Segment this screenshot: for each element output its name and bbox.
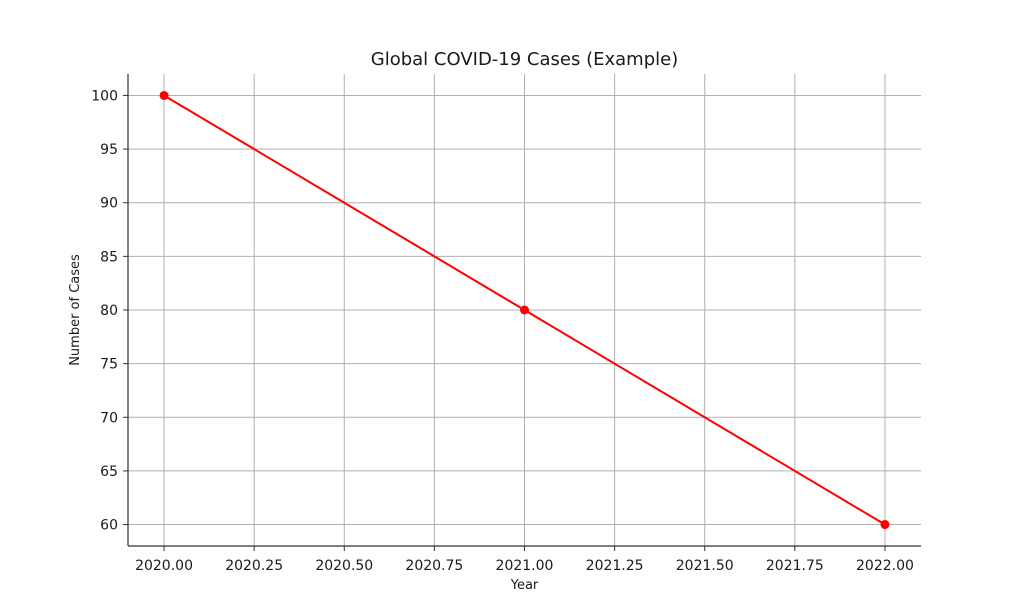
x-tick-label: 2021.50 xyxy=(676,558,734,574)
x-tick-label: 2020.50 xyxy=(315,558,373,574)
y-tick-label: 80 xyxy=(100,303,118,319)
x-tick-label: 2021.25 xyxy=(586,558,644,574)
y-tick-label: 90 xyxy=(100,196,118,212)
axes xyxy=(123,74,921,551)
y-tick-label: 95 xyxy=(100,142,118,158)
y-tick-label: 60 xyxy=(100,518,118,534)
x-tick-label: 2021.00 xyxy=(496,558,554,574)
x-tick-label: 2020.25 xyxy=(225,558,283,574)
y-tick-label: 65 xyxy=(100,464,118,480)
tick-labels: 2020.00 2020.25 2020.50 2020.75 2021.00 2021.… xyxy=(91,88,914,574)
data-point xyxy=(880,520,890,530)
x-tick-label: 2021.75 xyxy=(766,558,824,574)
series-layer xyxy=(159,90,890,530)
x-tick-label: 2022.00 xyxy=(856,558,914,574)
y-tick-label: 70 xyxy=(100,410,118,426)
y-tick-label: 75 xyxy=(100,357,118,373)
chart-title: Global COVID-19 Cases (Example) xyxy=(371,49,678,70)
data-point xyxy=(520,305,529,315)
x-axis-label: Year xyxy=(510,578,539,593)
y-tick-label: 85 xyxy=(100,249,118,265)
y-tick-label: 100 xyxy=(91,88,118,104)
x-tick-label: 2020.75 xyxy=(405,558,463,574)
data-point xyxy=(159,90,169,100)
y-axis-label: Number of Cases xyxy=(68,254,83,366)
x-tick-label: 2020.00 xyxy=(135,558,193,574)
